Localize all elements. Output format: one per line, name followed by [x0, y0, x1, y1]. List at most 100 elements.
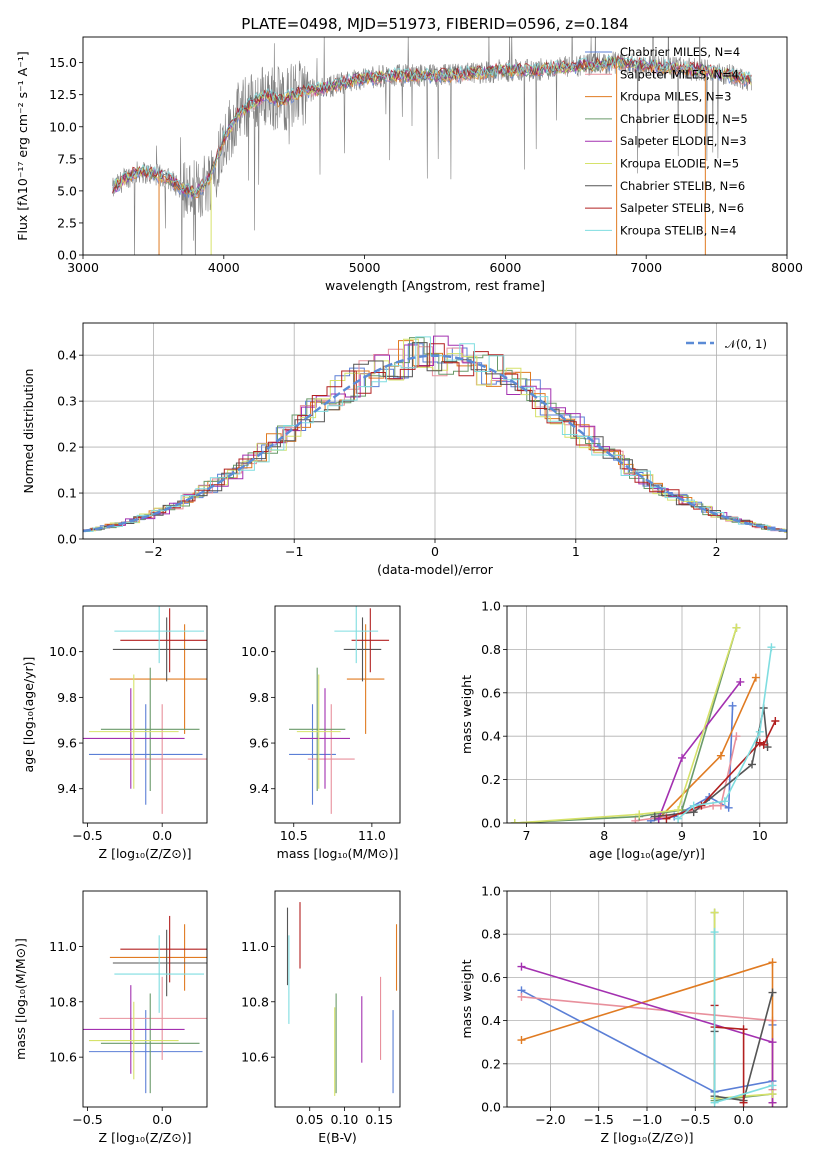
y-tick-label: 10.6: [241, 1050, 269, 1065]
y-tick-label: 9.6: [249, 736, 269, 751]
plot-area: [83, 915, 207, 1094]
x-tick-label: −1: [285, 544, 303, 559]
x-axis-label: E(B-V): [318, 1130, 357, 1145]
panel-8: −2.0 −1.5 −1.0 −0.5 0.0 0.0 0.2 0.4 0.6 0.8 1.0 Z […: [459, 884, 788, 1145]
y-tick-label: 15.0: [49, 55, 77, 70]
y-axis-label: mass [log₁₀(M/M⊙)]: [13, 938, 28, 1060]
weight-line: [654, 707, 769, 818]
x-axis-label: Z [log₁₀(Z/Z⊙)]: [99, 846, 192, 861]
y-tick-label: 0.2: [57, 440, 77, 455]
x-axis-label: Z [log₁₀(Z/Z⊙)]: [99, 1130, 192, 1145]
x-tick-label: 2: [713, 544, 721, 559]
weight-marker: [720, 797, 729, 806]
x-tick-label: −0.5: [72, 828, 102, 843]
weight-marker: [768, 1081, 777, 1090]
histogram-step: [83, 342, 787, 532]
panel-1: 3000 4000 5000 6000 7000 8000 0.0 2.5 5.0 7.5 10.0…: [15, 15, 803, 293]
panel-2: −2 −1 0 1 2 0.0 0.1 0.2 0.3 0.4 (data-model)/error…: [21, 322, 788, 577]
x-tick-label: 7000: [630, 260, 662, 275]
x-axis-label: mass [log₁₀(M/M⊙)]: [277, 846, 399, 861]
weight-marker: [716, 801, 725, 810]
y-tick-label: 0.6: [481, 970, 501, 985]
weight-marker: [751, 673, 760, 682]
x-tick-label: −0.5: [72, 1112, 102, 1127]
weight-marker: [678, 753, 686, 762]
weight-marker: [716, 751, 725, 760]
axes-frame: [506, 890, 788, 1108]
plot-area: [289, 606, 390, 814]
x-tick-label: 0.0: [734, 1112, 754, 1127]
x-tick-label: 3000: [67, 260, 99, 275]
weight-marker: [768, 1098, 777, 1107]
plot-area: [112, 37, 752, 255]
x-tick-label: 5000: [349, 260, 381, 275]
legend-label: Salpeter ELODIE, N=3: [620, 134, 747, 148]
x-tick-label: 0.0: [152, 828, 172, 843]
weight-marker: [767, 643, 776, 652]
y-tick-label: 0.0: [481, 1100, 501, 1115]
y-tick-label: 0.8: [481, 642, 501, 657]
model-spectrum-line: [112, 55, 752, 197]
weight-marker: [710, 1098, 719, 1107]
x-tick-label: 0.15: [365, 1112, 393, 1127]
weight-marker: [710, 908, 719, 917]
axes-frame: [274, 890, 401, 1108]
legend-label: Kroupa ELODIE, N=5: [620, 157, 739, 171]
legend-label: Salpeter STELIB, N=6: [620, 201, 744, 215]
weight-marker: [755, 727, 764, 736]
y-tick-label: 0.8: [481, 927, 501, 942]
panel-3: −0.5 0.0 9.4 9.6 9.8 10.0 Z [log₁₀(Z/Z⊙)] age […: [21, 605, 208, 861]
x-tick-label: −2: [144, 544, 162, 559]
y-tick-label: 12.5: [49, 87, 77, 102]
x-tick-label: 7: [522, 828, 530, 843]
y-tick-label: 9.8: [249, 690, 269, 705]
weight-marker: [728, 701, 737, 710]
weight-marker: [771, 717, 780, 726]
x-axis-label: (data-model)/error: [377, 562, 494, 577]
y-tick-label: 10.0: [49, 119, 77, 134]
panel-4: 10.5 11.0 9.4 9.6 9.8 10.0 mass [log₁₀(M/M⊙)]: [241, 605, 401, 861]
legend-label: Kroupa STELIB, N=4: [620, 223, 737, 237]
weight-marker: [768, 1038, 777, 1047]
x-tick-label: 0.0: [152, 1112, 172, 1127]
y-tick-label: 0.0: [57, 532, 77, 547]
y-tick-label: 0.4: [481, 729, 501, 744]
y-tick-label: 9.8: [57, 690, 77, 705]
y-tick-label: 0.0: [481, 816, 501, 831]
histogram-step: [83, 336, 787, 532]
axes-frame: [82, 322, 788, 540]
weight-marker: [739, 1098, 748, 1107]
panel-5: 7 8 9 10 0.0 0.2 0.4 0.6 0.8 1.0 age [log₁₀(age/yr…: [459, 599, 788, 861]
x-tick-label: 0: [431, 544, 439, 559]
y-tick-label: 9.4: [57, 781, 77, 796]
weight-marker: [510, 819, 519, 823]
weight-marker: [768, 988, 777, 997]
y-tick-label: 10.8: [49, 994, 77, 1009]
axes-frame: [82, 605, 208, 824]
y-tick-label: 11.0: [241, 939, 269, 954]
panel-6: −0.5 0.0 10.6 10.8 11.0 Z [log₁₀(Z/Z⊙)] mass […: [13, 890, 208, 1145]
y-tick-label: 10.6: [49, 1050, 77, 1065]
x-axis-label: Z [log₁₀(Z/Z⊙)]: [601, 1130, 694, 1145]
x-tick-label: 0.10: [331, 1112, 359, 1127]
weight-marker: [736, 677, 745, 686]
y-tick-label: 0.2: [481, 1056, 501, 1071]
x-tick-label: 9: [678, 828, 686, 843]
weight-line: [514, 627, 738, 823]
y-tick-label: 1.0: [481, 599, 501, 614]
y-tick-label: 1.0: [481, 884, 501, 899]
x-tick-label: 8000: [771, 260, 803, 275]
weight-line: [713, 1005, 745, 1103]
weight-marker: [739, 1025, 748, 1034]
x-tick-label: 0.05: [296, 1112, 324, 1127]
x-tick-label: 8: [600, 828, 608, 843]
weight-marker: [674, 805, 683, 814]
x-tick-label: −2.0: [535, 1112, 565, 1127]
model-spectrum-line: [112, 57, 752, 199]
plot-area: [510, 623, 780, 823]
y-tick-label: 2.5: [57, 215, 77, 230]
y-tick-label: 0.3: [57, 394, 77, 409]
weight-marker: [650, 812, 659, 821]
weight-marker: [732, 623, 741, 632]
